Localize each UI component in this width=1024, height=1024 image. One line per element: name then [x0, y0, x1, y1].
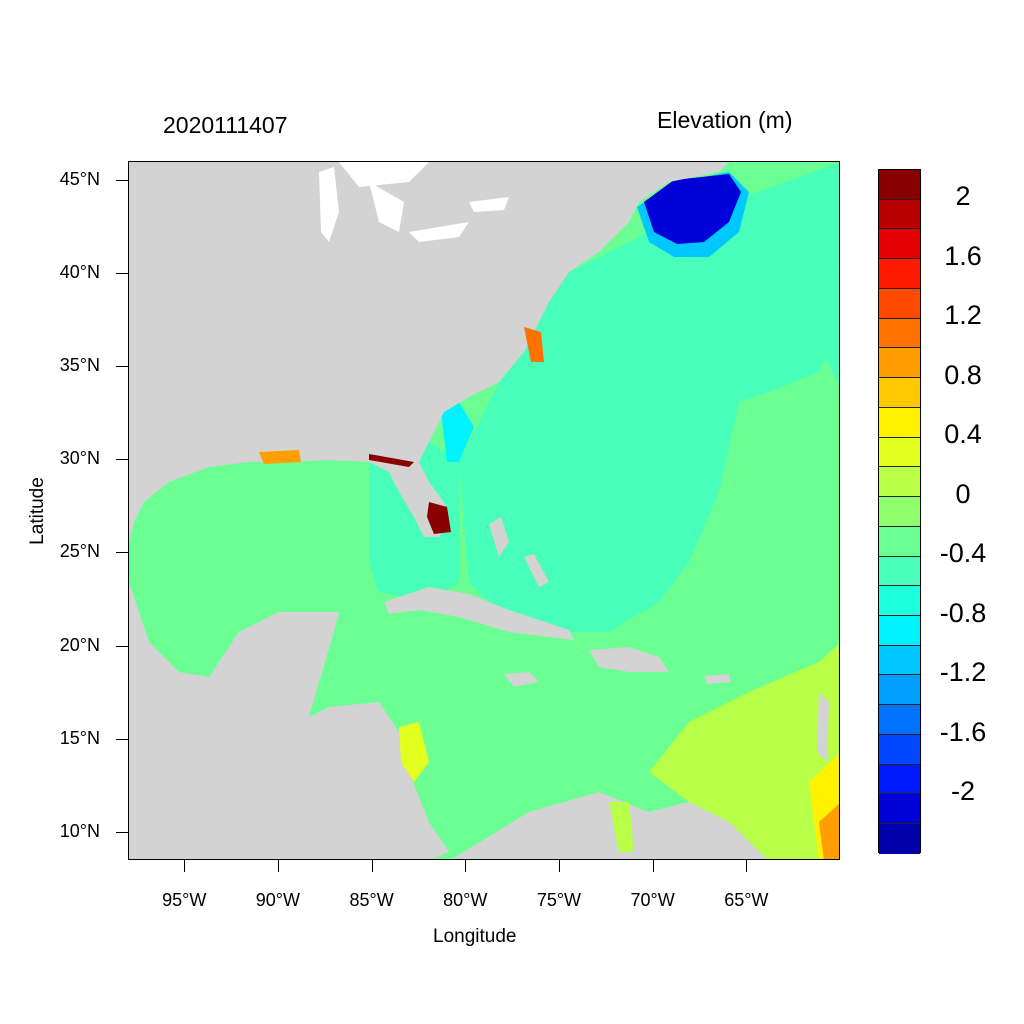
land-bahamas-2	[524, 554, 549, 587]
y-tick-label: 40°N	[59, 261, 100, 282]
colorbar-segment	[879, 378, 920, 408]
x-tick-mark	[558, 860, 560, 872]
land-bahamas-1	[489, 517, 509, 557]
colorbar-segment	[879, 526, 920, 557]
land-south-america	[452, 792, 767, 859]
colorbar-label: 1.2	[944, 300, 982, 331]
lake-michigan	[319, 167, 339, 242]
lake-maracaibo	[609, 802, 634, 852]
colorbar-segment	[879, 348, 920, 379]
surge-louisiana	[259, 450, 301, 464]
colorbar-segment	[879, 170, 920, 200]
colorbar-segment	[879, 467, 920, 498]
lake-erie	[409, 222, 469, 242]
x-tick-label: 70°W	[630, 890, 675, 910]
y-tick-mark	[116, 459, 128, 461]
colorbar	[878, 169, 921, 854]
x-axis-label: Longitude	[433, 926, 517, 947]
y-tick-mark	[116, 552, 128, 554]
x-tick-mark	[652, 860, 654, 872]
colorbar-label: 0.4	[944, 419, 982, 450]
y-tick-label: 45°N	[59, 168, 100, 189]
colorbar-segment	[879, 586, 920, 617]
x-tick-mark	[465, 860, 467, 872]
y-tick-mark	[116, 272, 128, 274]
ocean-field-gulf-east	[369, 442, 459, 602]
colorbar-segment	[879, 407, 920, 438]
lake-ontario	[469, 197, 509, 212]
land-puerto-rico	[704, 674, 731, 684]
x-tick-mark	[746, 860, 748, 872]
colorbar-segment	[879, 497, 920, 527]
x-tick-mark	[184, 860, 186, 872]
colorbar-segment	[879, 229, 920, 260]
colorbar-segment	[879, 318, 920, 349]
colorbar-label: -1.2	[939, 657, 987, 688]
colorbar-label: 0	[955, 478, 971, 509]
ocean-field-honduras	[399, 722, 429, 782]
colorbar-segment	[879, 734, 920, 765]
colorbar-label: -0.4	[939, 538, 987, 569]
land-yucatan	[269, 612, 334, 637]
colorbar-segment	[879, 437, 920, 468]
surge-big-bend	[369, 454, 414, 467]
land-jamaica	[504, 672, 539, 687]
y-axis-label: Latitude	[27, 477, 48, 545]
colorbar-segment	[879, 675, 920, 706]
x-tick-label: 65°W	[724, 890, 769, 910]
colorbar-segment	[879, 199, 920, 230]
y-tick-label: 25°N	[59, 541, 100, 562]
ocean-field-ne	[819, 263, 839, 388]
land-hispaniola	[589, 647, 669, 672]
x-tick-label: 90°W	[255, 890, 300, 910]
colorbar-label: -0.8	[939, 597, 987, 628]
colorbar-label: 1.6	[944, 240, 982, 271]
ocean-field-southeast	[649, 643, 839, 859]
surge-south-florida	[427, 502, 451, 534]
depression-core	[644, 174, 741, 244]
y-tick-label: 30°N	[59, 448, 100, 469]
x-tick-label: 85°W	[349, 890, 394, 910]
surge-carolina	[524, 327, 544, 362]
colorbar-segment	[879, 288, 920, 319]
x-tick-mark	[277, 860, 279, 872]
colorbar-segment	[879, 824, 920, 854]
y-tick-mark	[116, 832, 128, 834]
land-cuba	[384, 587, 574, 640]
colorbar-label: -1.6	[939, 716, 987, 747]
map-plot-area[interactable]	[128, 161, 840, 860]
ocean-field-florida-east	[441, 402, 474, 462]
timestamp-label: 2020111407	[163, 112, 288, 138]
colorbar-segment	[879, 556, 920, 587]
lake-huron	[369, 182, 404, 232]
lake-superior	[339, 162, 429, 187]
colorbar-segment	[879, 794, 920, 825]
x-tick-label: 80°W	[443, 890, 488, 910]
colorbar-segment	[879, 705, 920, 735]
x-tick-label: 75°W	[536, 890, 582, 910]
x-tick-mark	[371, 860, 373, 872]
colorbar-label: 2	[955, 181, 971, 212]
x-tick-label: 95°W	[162, 890, 207, 910]
map-svg	[129, 162, 839, 859]
y-tick-label: 20°N	[59, 634, 100, 655]
colorbar-segment	[879, 616, 920, 646]
colorbar-label: 0.8	[944, 359, 982, 390]
colorbar-label: -2	[950, 776, 975, 807]
y-tick-mark	[116, 738, 128, 740]
variable-label: Elevation (m)	[657, 107, 793, 133]
y-tick-label: 15°N	[59, 727, 100, 748]
y-tick-mark	[116, 366, 128, 368]
y-tick-mark	[116, 179, 128, 181]
land-lesser-antilles	[817, 692, 829, 762]
colorbar-segment	[879, 764, 920, 795]
colorbar-segment	[879, 645, 920, 676]
colorbar-segment	[879, 259, 920, 289]
y-tick-mark	[116, 645, 128, 647]
land-central-america	[129, 702, 449, 859]
y-tick-label: 10°N	[59, 821, 100, 842]
land-north-america	[129, 162, 729, 542]
y-tick-label: 35°N	[59, 355, 100, 376]
ocean-field-se-orange	[819, 803, 839, 859]
